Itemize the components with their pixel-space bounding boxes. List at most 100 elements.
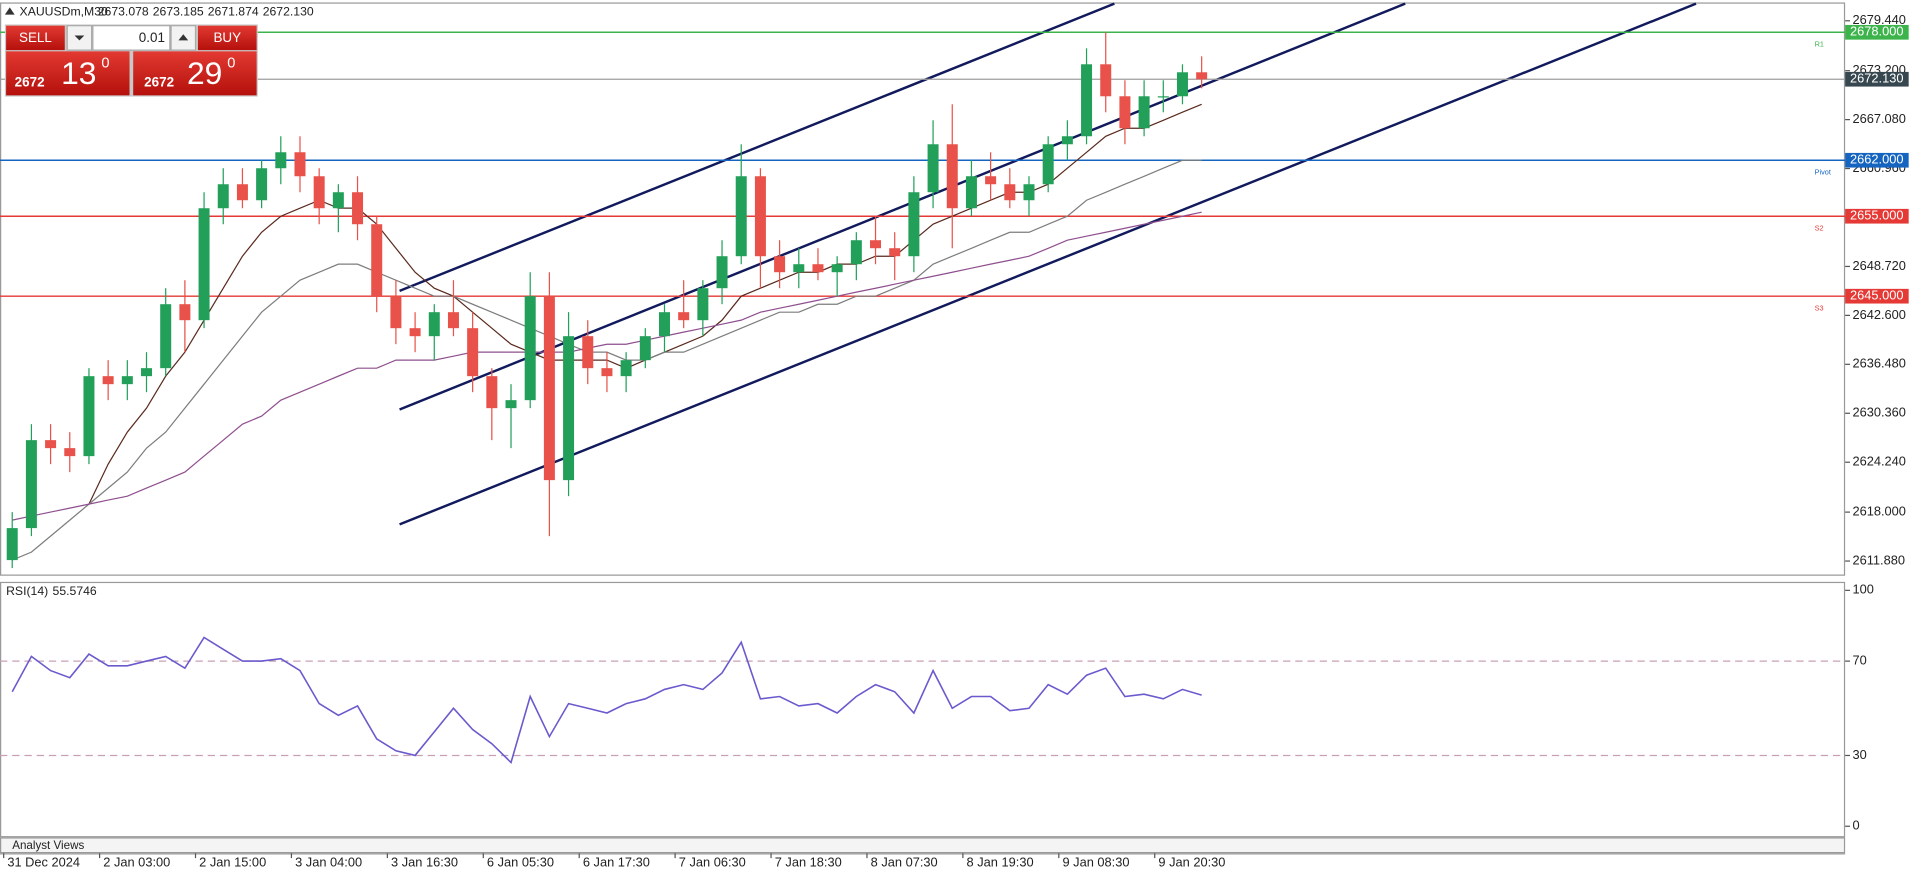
candle-body [735, 176, 747, 257]
candle-body [678, 312, 690, 321]
candle-body [486, 376, 498, 409]
candle-body [256, 168, 268, 201]
candle-body [812, 264, 824, 273]
level-labels: 2678.000 2662.000 2655.000 2645.000 2672.130 [1845, 24, 1909, 304]
candle-body [620, 360, 632, 377]
candle-body [1176, 72, 1188, 97]
level-label-box [1845, 24, 1909, 40]
x-tick-label: 6 Jan 05:30 [487, 854, 554, 869]
bid-pips: 13 [61, 55, 96, 91]
x-tick-label: 31 Dec 2024 [7, 854, 80, 869]
candle-body [601, 368, 613, 377]
sell-button[interactable] [6, 25, 65, 51]
bid-base: 2672 [15, 75, 45, 90]
candle-body [217, 184, 229, 209]
rsi-frame [0, 581, 1846, 838]
rsi-line [11, 636, 1202, 765]
candle-body [985, 176, 997, 185]
candle-body [121, 376, 133, 385]
x-tick-label: 2 Jan 15:00 [199, 854, 266, 869]
buy-label[interactable]: BUY [213, 30, 241, 45]
axes: 2679.4402673.2002667.0802660.9602654.840… [3, 12, 1906, 869]
level-label: 2678.000 [1850, 24, 1904, 39]
candle-body [754, 176, 766, 257]
channel-line [399, 2, 1697, 526]
collapse-icon[interactable] [4, 7, 15, 15]
lot-down-icon [74, 35, 85, 41]
sell-label[interactable]: SELL [19, 30, 52, 45]
candle-body [563, 336, 575, 481]
lot-value[interactable]: 0.01 [139, 30, 165, 45]
x-tick-label: 8 Jan 19:30 [967, 854, 1034, 869]
candle-body [102, 376, 114, 385]
candle-body [658, 312, 670, 337]
level-name: S2 [1815, 223, 1824, 232]
y-tick-label: 2618.000 [1852, 503, 1906, 518]
current-price-label: 2672.130 [1850, 71, 1904, 86]
levels: R1 Pivot S2 S3 [0, 31, 1846, 312]
candle-body [198, 208, 210, 321]
candle-body [45, 440, 57, 449]
bid-box[interactable] [6, 51, 130, 96]
rsi-tick-label: 30 [1852, 747, 1866, 762]
candle-body [870, 240, 882, 249]
rsi-tick-label: 100 [1852, 582, 1873, 597]
candle-body [697, 288, 709, 321]
candle-body [716, 256, 728, 289]
level-label: 2645.000 [1850, 288, 1904, 303]
level-name: S3 [1815, 303, 1824, 312]
ask-point: 0 [227, 55, 235, 71]
rsi-panel [0, 636, 1846, 765]
candle-body [236, 184, 248, 201]
candle-body [409, 328, 421, 337]
ohlc-close: 2672.130 [263, 4, 314, 18]
level-name: Pivot [1815, 167, 1831, 176]
candle-body [390, 296, 402, 329]
moving-average [12, 211, 1202, 521]
x-tick-label: 7 Jan 06:30 [679, 854, 746, 869]
y-tick-label: 2624.240 [1852, 454, 1906, 469]
ask-box[interactable] [133, 51, 257, 96]
candle-body [1061, 136, 1073, 145]
candle-body [25, 440, 37, 529]
x-tick-label: 6 Jan 17:30 [583, 854, 650, 869]
candle-body [524, 296, 536, 401]
ask-base: 2672 [144, 75, 174, 90]
current-price-box [1845, 71, 1909, 87]
candle-body [831, 264, 843, 273]
buy-button[interactable] [197, 25, 257, 51]
rsi-value: 55.5746 [53, 584, 97, 598]
rsi-title: RSI(14) [6, 584, 48, 598]
candle-body [447, 312, 459, 329]
x-tick-label: 8 Jan 07:30 [871, 854, 938, 869]
candle-body [1138, 96, 1150, 129]
candle-body [428, 312, 440, 337]
level-label-box [1845, 152, 1909, 168]
candle-body [179, 304, 191, 321]
candle-body [83, 376, 95, 457]
level-label: 2662.000 [1850, 152, 1904, 167]
analyst-views[interactable]: Analyst Views [12, 839, 84, 852]
candle-body [774, 256, 786, 273]
candle-body [332, 192, 344, 209]
lot-input[interactable] [92, 25, 171, 51]
candle-body [313, 176, 325, 209]
candle-body [927, 144, 939, 193]
candle-body [1119, 96, 1131, 129]
y-tick-label: 2642.600 [1852, 307, 1906, 322]
candle-body [64, 448, 76, 457]
candle-body [1004, 184, 1016, 201]
level-label-box [1845, 208, 1909, 224]
candle-body [1157, 96, 1169, 98]
level-name: R1 [1815, 39, 1824, 48]
candle-body [639, 336, 651, 361]
ohlc-open: 2673.078 [98, 4, 149, 18]
rsi-tick-label: 70 [1852, 653, 1866, 668]
candle-body [141, 368, 153, 377]
candle-body [160, 304, 172, 369]
candle-body [582, 336, 594, 369]
y-tick-label: 2630.360 [1852, 405, 1906, 420]
